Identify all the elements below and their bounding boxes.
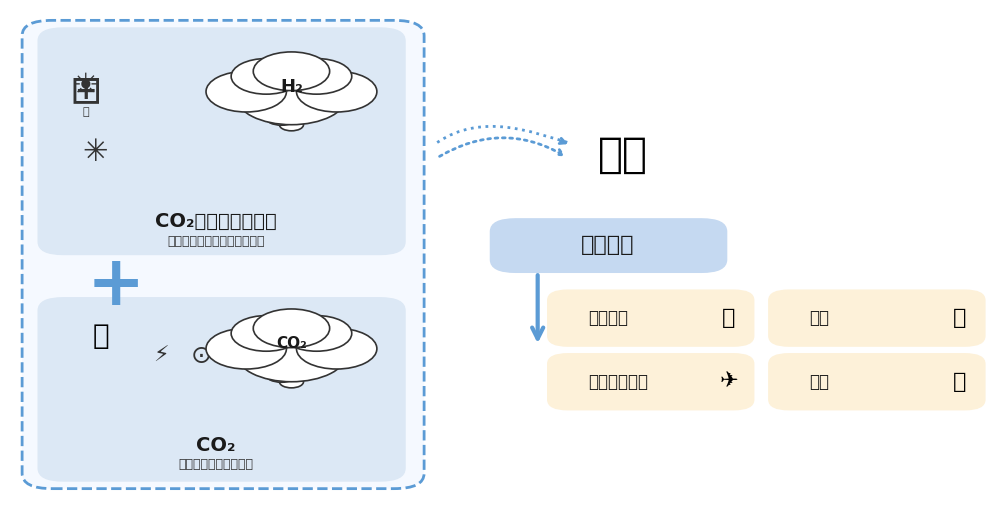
Circle shape (281, 316, 352, 351)
Text: 合成燃料: 合成燃料 (581, 235, 635, 256)
Circle shape (253, 309, 330, 348)
Text: 🚢: 🚢 (953, 372, 967, 392)
Circle shape (279, 376, 304, 388)
Circle shape (281, 59, 352, 94)
Text: CO₂: CO₂ (196, 436, 236, 455)
Text: 🏭: 🏭 (92, 322, 109, 350)
FancyBboxPatch shape (548, 290, 754, 346)
Text: （工場などから回収）: （工場などから回収） (179, 458, 253, 471)
Circle shape (253, 52, 330, 91)
Circle shape (265, 366, 297, 382)
Circle shape (236, 326, 347, 382)
Text: ✳: ✳ (82, 138, 109, 167)
Text: ☀: ☀ (71, 72, 99, 101)
Circle shape (206, 328, 286, 369)
Circle shape (281, 356, 322, 377)
Text: 🚗: 🚗 (722, 308, 736, 328)
Text: CO₂フリー水素製造: CO₂フリー水素製造 (155, 212, 277, 231)
Circle shape (231, 316, 302, 351)
Circle shape (265, 109, 297, 125)
FancyBboxPatch shape (490, 219, 727, 272)
Circle shape (279, 119, 304, 131)
Text: ⊙: ⊙ (191, 344, 211, 369)
Text: +: + (86, 251, 145, 319)
Text: ジェット燃料: ジェット燃料 (588, 373, 648, 391)
FancyBboxPatch shape (769, 290, 985, 346)
Text: 軽油: 軽油 (809, 309, 829, 327)
Text: ⊞: ⊞ (69, 73, 102, 110)
Text: ✈: ✈ (720, 372, 738, 392)
Text: ⚡: ⚡ (153, 346, 169, 366)
Text: ガソリン: ガソリン (588, 309, 628, 327)
Text: 🏭🏭: 🏭🏭 (598, 134, 648, 176)
FancyBboxPatch shape (769, 354, 985, 410)
Circle shape (206, 71, 286, 112)
Text: （太陽光・風力など再エネ）: （太陽光・風力など再エネ） (167, 235, 265, 248)
Text: 🚚: 🚚 (953, 308, 967, 328)
FancyBboxPatch shape (22, 20, 424, 489)
FancyBboxPatch shape (38, 298, 405, 481)
FancyBboxPatch shape (548, 354, 754, 410)
Text: H₂: H₂ (280, 77, 303, 96)
Circle shape (236, 69, 347, 125)
Circle shape (281, 99, 322, 120)
Text: 🌞: 🌞 (82, 107, 88, 117)
Text: 重油: 重油 (809, 373, 829, 391)
Text: CO₂: CO₂ (276, 336, 307, 351)
Circle shape (296, 328, 377, 369)
Circle shape (296, 71, 377, 112)
Circle shape (231, 59, 302, 94)
FancyBboxPatch shape (38, 28, 405, 254)
